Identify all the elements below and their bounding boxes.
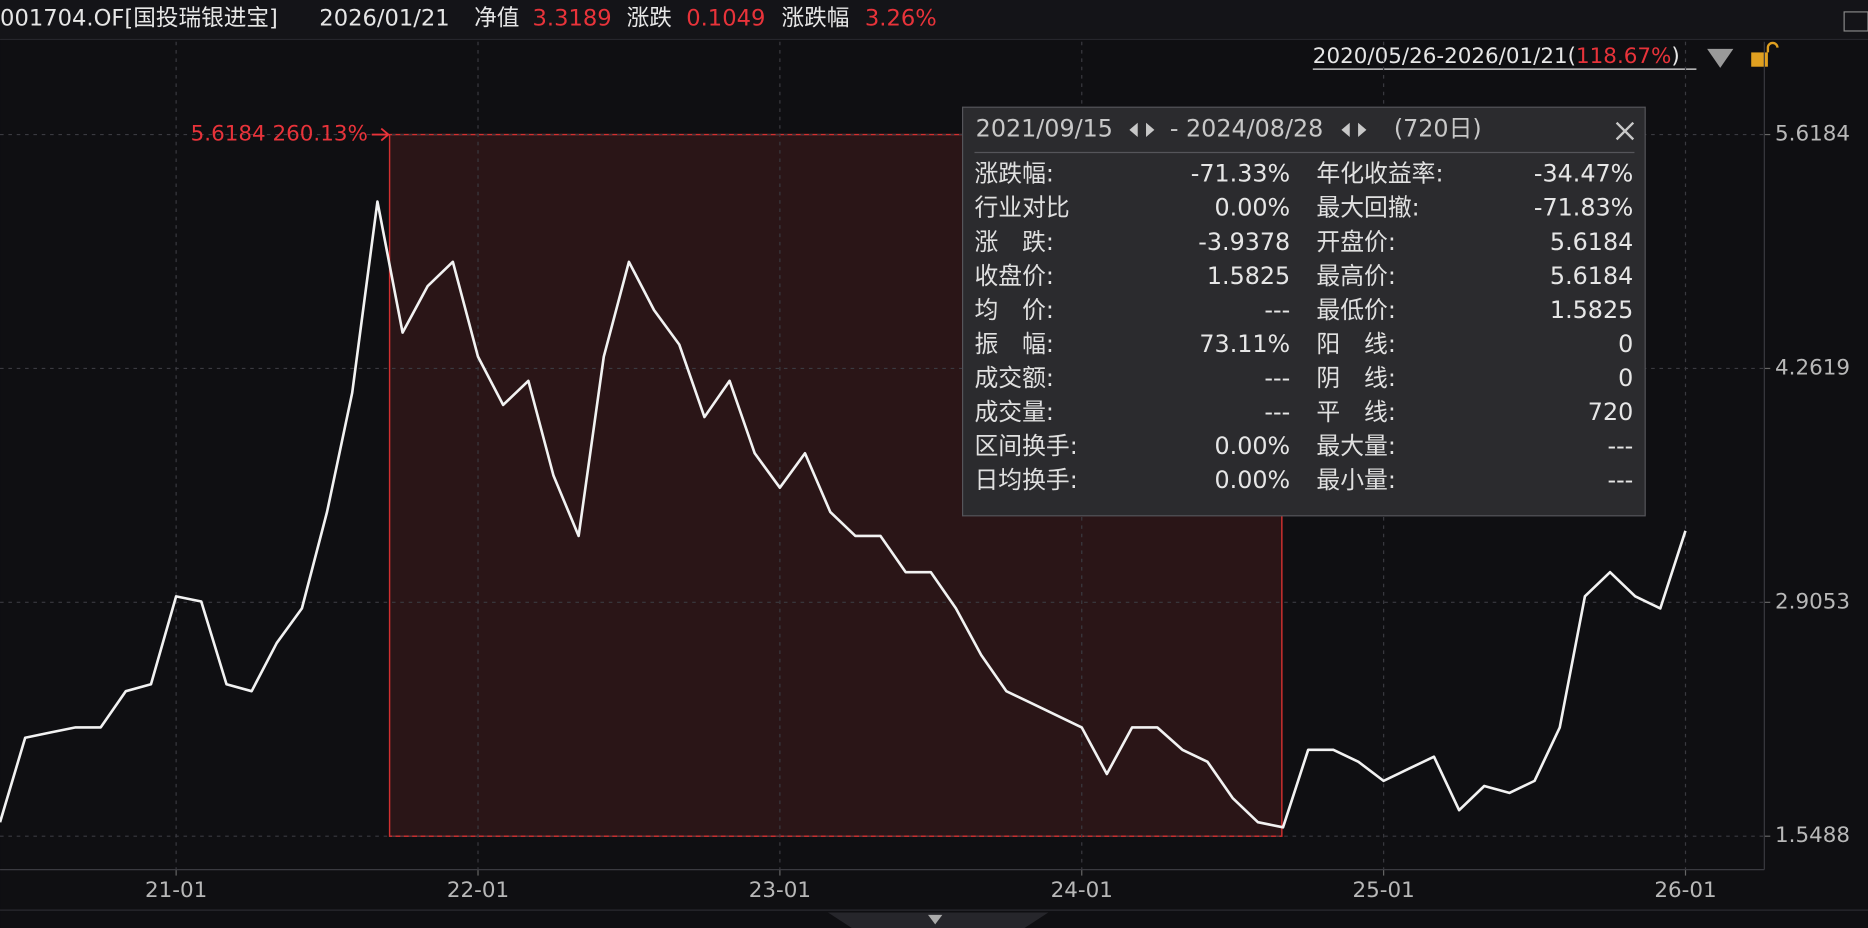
panel-label: 成交额: (975, 364, 1054, 392)
panel-value: 5.6184 (1550, 228, 1633, 256)
x-tick-label: 23-01 (749, 878, 811, 903)
change-label: 涨跌 (627, 6, 672, 32)
panel-value: -71.83% (1534, 194, 1633, 222)
start-prev[interactable] (1129, 122, 1138, 137)
y-tick-label: 5.6184 (1775, 122, 1850, 147)
peak-annotation: 5.6184 260.13% (191, 122, 368, 147)
panel-value: 0.00% (1215, 432, 1291, 460)
panel-value: --- (1607, 466, 1633, 494)
range[interactable]: 2020/05/26-2026/01/21(118.67%) (1313, 44, 1680, 69)
pct-value: 3.26% (865, 6, 937, 32)
x-tick-label: 26-01 (1654, 878, 1716, 903)
panel-label: 最大量: (1316, 432, 1395, 460)
panel-value: 0 (1618, 364, 1633, 392)
panel-label: 阳 线: (1316, 330, 1395, 358)
nav-label: 净值 (474, 6, 519, 32)
panel-value: -71.33% (1191, 160, 1290, 188)
x-tick-label: 21-01 (145, 878, 207, 903)
panel-label: 行业对比 (975, 194, 1070, 222)
panel-start: 2021/09/15 (976, 114, 1113, 142)
panel-value: 1.5825 (1207, 262, 1290, 290)
lock-shackle (1766, 41, 1779, 53)
panel-label: 成交量: (975, 398, 1054, 426)
panel-label: 均 价: (975, 296, 1054, 324)
panel-value: 0.00% (1215, 466, 1291, 494)
panel-value: --- (1264, 398, 1290, 426)
panel-value: --- (1607, 432, 1633, 460)
panel-value: 73.11% (1199, 330, 1290, 358)
end-prev[interactable] (1341, 122, 1350, 137)
lock-icon[interactable] (1751, 52, 1768, 67)
range-pct: 118.67% (1576, 44, 1671, 69)
y-tick-label: 4.2619 (1775, 355, 1850, 380)
panel-value: --- (1264, 296, 1290, 324)
panel-label: 开盘价: (1316, 228, 1395, 256)
panel-box (961, 106, 1646, 517)
start-next[interactable] (1146, 122, 1155, 137)
panel-days: (720日) (1394, 114, 1482, 142)
panel-label: 平 线: (1316, 398, 1395, 426)
panel-label: 阴 线: (1316, 364, 1395, 392)
y-tick-label: 1.5488 (1775, 823, 1850, 848)
x-tick-label: 22-01 (447, 878, 509, 903)
fund-code: 001704.OF[国投瑞银进宝] (0, 6, 278, 32)
nav-line (0, 200, 1687, 829)
info-panel: 2021/09/15 - 2024/08/28 (720日) 涨跌幅: -71.3… (961, 106, 1646, 517)
panel-label: 最低价: (1316, 296, 1395, 324)
panel-value: 720 (1588, 398, 1633, 426)
panel-label: 最大回撤: (1316, 194, 1419, 222)
panel-end: - 2024/08/28 (1170, 114, 1323, 142)
footer-arrow (928, 914, 943, 925)
panel-label: 最小量: (1316, 466, 1395, 494)
panel-label: 日均换手: (975, 466, 1078, 494)
panel-value: 5.6184 (1550, 262, 1633, 290)
panel-value: 0.00% (1215, 194, 1291, 222)
panel-value: --- (1264, 364, 1290, 392)
panel-label: 振 幅: (975, 330, 1054, 358)
pct-label: 涨跌幅 (782, 6, 850, 32)
panel-value: 0 (1618, 330, 1633, 358)
panel-label: 涨跌幅: (975, 160, 1054, 188)
panel-value: -3.9378 (1198, 228, 1290, 256)
header-bar (0, 0, 1868, 39)
range-close: ) (1671, 44, 1679, 69)
date: 2026/01/21 (319, 6, 449, 32)
range-dropdown[interactable] (1707, 48, 1734, 68)
y-tick-label: 2.9053 (1775, 589, 1850, 614)
panel-label: 涨 跌: (975, 228, 1054, 256)
x-tick-label: 24-01 (1051, 878, 1113, 903)
panel-close[interactable] (1615, 121, 1635, 141)
x-tick-label: 25-01 (1352, 878, 1414, 903)
panel-value: 1.5825 (1550, 296, 1633, 324)
panel-value: -34.47% (1534, 160, 1633, 188)
range-text: 2020/05/26-2026/01/21( (1313, 44, 1576, 69)
end-next[interactable] (1358, 122, 1367, 137)
panel-label: 区间换手: (975, 432, 1078, 460)
change-value: 0.1049 (686, 6, 765, 32)
panel-label: 最高价: (1316, 262, 1395, 290)
peak-arrow (371, 127, 390, 142)
nav-value: 3.3189 (533, 6, 612, 32)
panel-label: 收盘价: (975, 262, 1054, 290)
panel-label: 年化收益率: (1316, 160, 1443, 188)
